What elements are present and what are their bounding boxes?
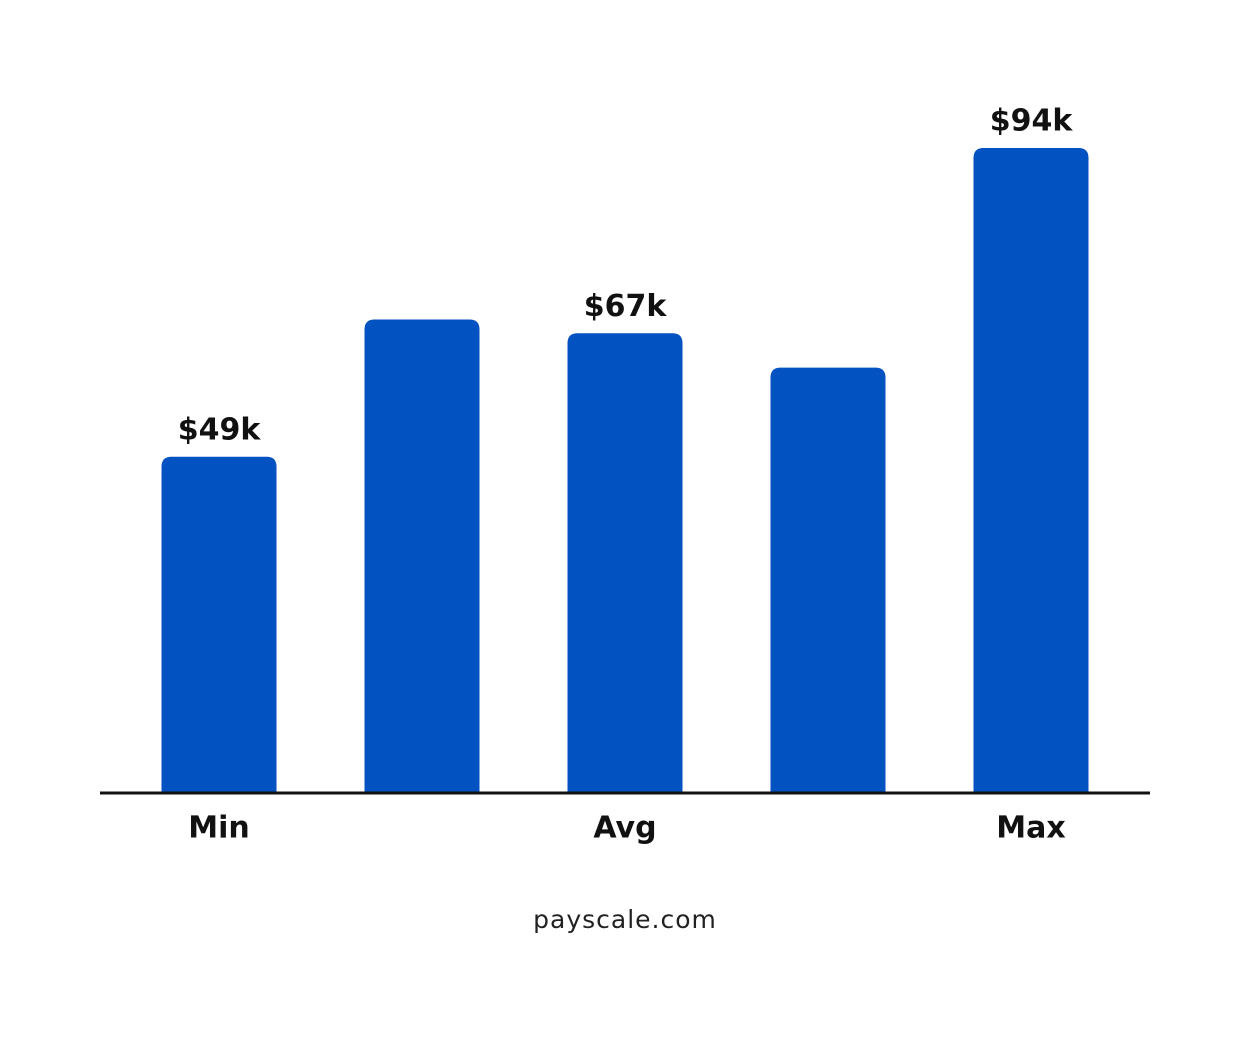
- bar: [567, 333, 683, 793]
- x-tick-label: Max: [996, 811, 1065, 846]
- bar: [364, 319, 480, 793]
- bar: [770, 367, 886, 793]
- x-tick-label: Avg: [593, 811, 656, 846]
- value-label: $67k: [584, 289, 668, 324]
- bar: [973, 148, 1089, 793]
- bar: [161, 456, 277, 793]
- source: payscale.com: [533, 905, 717, 934]
- x-tick-label: Min: [188, 811, 250, 846]
- value-label: $49k: [178, 412, 262, 447]
- value-label: $94k: [990, 104, 1074, 139]
